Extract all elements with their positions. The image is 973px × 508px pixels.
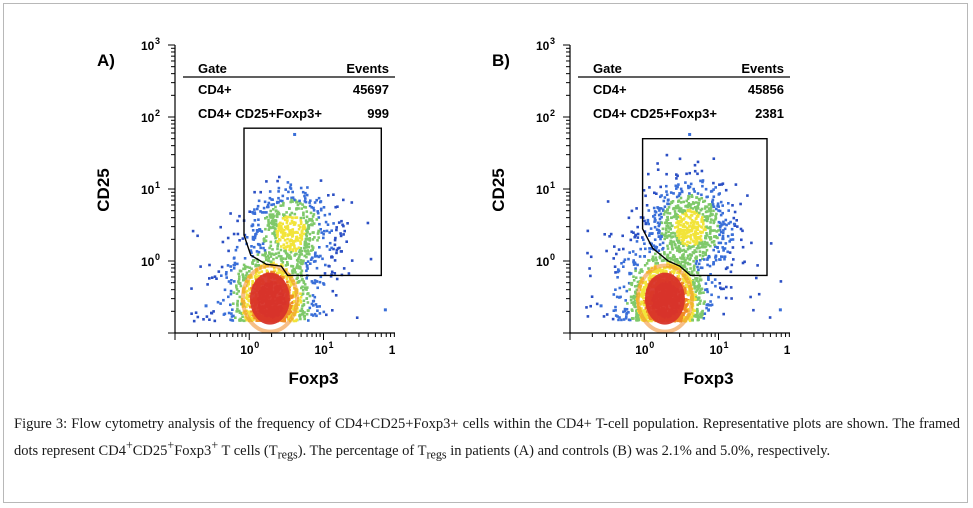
figure-caption: Figure 3: Flow cytometry analysis of the… — [14, 414, 960, 466]
caption-figure-label: Figure 3: — [14, 416, 68, 432]
stats-row-gate: CD4+ — [593, 82, 627, 97]
x-tick-label: 10 — [315, 343, 329, 357]
stats-row-gate: CD4+ CD25+Foxp3+ — [198, 106, 322, 121]
stats-row-events: 2381 — [755, 106, 784, 121]
axes — [563, 44, 790, 340]
y-tick-exponent: 2 — [550, 108, 555, 118]
caption-sub-1: regs — [277, 447, 298, 462]
flow-plot-a: 100101102103100101102103Foxp3CD25A)GateE… — [94, 36, 395, 388]
figure-frame — [3, 3, 968, 503]
y-tick-label: 10 — [536, 183, 550, 197]
y-axis-title: CD25 — [489, 168, 508, 211]
caption-text-5: ). The percentage of T — [297, 442, 427, 459]
y-tick-label: 10 — [141, 183, 155, 197]
x-tick-exponent: 1 — [724, 340, 729, 350]
x-tick-label: 10 — [784, 343, 790, 357]
caption-text-1: Representative plots are shown. The fram… — [14, 416, 960, 459]
stats-row-events: 45856 — [748, 82, 784, 97]
stats-header-events: Events — [346, 61, 389, 76]
y-tick-exponent: 3 — [155, 36, 160, 46]
flow-plot-b: 100101102103100101102103Foxp3CD25B)GateE… — [489, 36, 790, 388]
x-axis-title: Foxp3 — [288, 369, 338, 388]
y-tick-exponent: 0 — [550, 252, 555, 262]
stats-header-gate: Gate — [593, 61, 622, 76]
y-tick-label: 10 — [536, 255, 550, 269]
caption-sup-2: + — [167, 438, 175, 452]
x-tick-exponent: 1 — [329, 340, 334, 350]
caption-text-2: CD25 — [132, 442, 168, 459]
density-points — [585, 153, 783, 334]
caption-text-6: in patients (A) and controls (B) was 2.1… — [450, 442, 831, 459]
y-tick-exponent: 0 — [155, 252, 160, 262]
density-points — [190, 175, 373, 334]
caption-text-4: T cells (T — [221, 442, 278, 459]
x-tick-label: 10 — [389, 343, 395, 357]
caption-sup-1: + — [125, 438, 133, 452]
caption-sub-2: regs — [426, 447, 447, 462]
y-tick-label: 10 — [536, 111, 550, 125]
y-tick-exponent: 1 — [550, 180, 555, 190]
y-tick-label: 10 — [141, 255, 155, 269]
x-tick-label: 10 — [240, 343, 254, 357]
stats-header-events: Events — [741, 61, 784, 76]
stats-row-gate: CD4+ — [198, 82, 232, 97]
y-tick-exponent: 2 — [155, 108, 160, 118]
stats-row-events: 999 — [367, 106, 389, 121]
gate-polygon — [243, 127, 382, 277]
y-tick-label: 10 — [141, 111, 155, 125]
gate-polygon — [641, 137, 768, 277]
x-tick-exponent: 0 — [649, 340, 654, 350]
outlier-points — [599, 132, 782, 312]
axes — [168, 44, 395, 340]
y-tick-exponent: 3 — [550, 36, 555, 46]
caption-sup-3: + — [211, 438, 219, 452]
panel-label: B) — [492, 51, 510, 70]
panel-label: A) — [97, 51, 115, 70]
y-tick-label: 10 — [141, 39, 155, 53]
x-axis-title: Foxp3 — [683, 369, 733, 388]
y-tick-exponent: 1 — [155, 180, 160, 190]
caption-title: Flow cytometry analysis of the frequency… — [71, 416, 699, 432]
stats-row-events: 45697 — [353, 82, 389, 97]
stats-header-gate: Gate — [198, 61, 227, 76]
y-axis-title: CD25 — [94, 168, 113, 211]
x-tick-label: 10 — [635, 343, 649, 357]
x-tick-exponent: 0 — [254, 340, 259, 350]
outlier-points — [204, 132, 387, 312]
stats-row-gate: CD4+ CD25+Foxp3+ — [593, 106, 717, 121]
y-tick-label: 10 — [536, 39, 550, 53]
x-tick-label: 10 — [710, 343, 724, 357]
caption-text-3: Foxp3 — [174, 442, 212, 459]
